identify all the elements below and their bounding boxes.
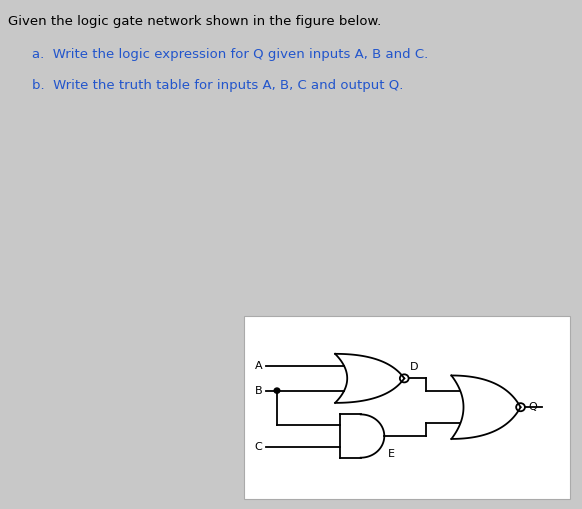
Text: b.  Write the truth table for inputs A, B, C and output Q.: b. Write the truth table for inputs A, B…	[32, 79, 403, 92]
Circle shape	[274, 388, 280, 393]
Text: D: D	[410, 362, 418, 372]
Text: C: C	[254, 442, 262, 452]
Text: A: A	[254, 361, 262, 371]
Text: E: E	[388, 449, 395, 459]
Bar	[244, 316, 570, 499]
Text: Q: Q	[528, 402, 537, 412]
Text: B: B	[254, 386, 262, 395]
Text: Given the logic gate network shown in the figure below.: Given the logic gate network shown in th…	[8, 15, 381, 29]
Text: a.  Write the logic expression for Q given inputs A, B and C.: a. Write the logic expression for Q give…	[32, 48, 428, 62]
